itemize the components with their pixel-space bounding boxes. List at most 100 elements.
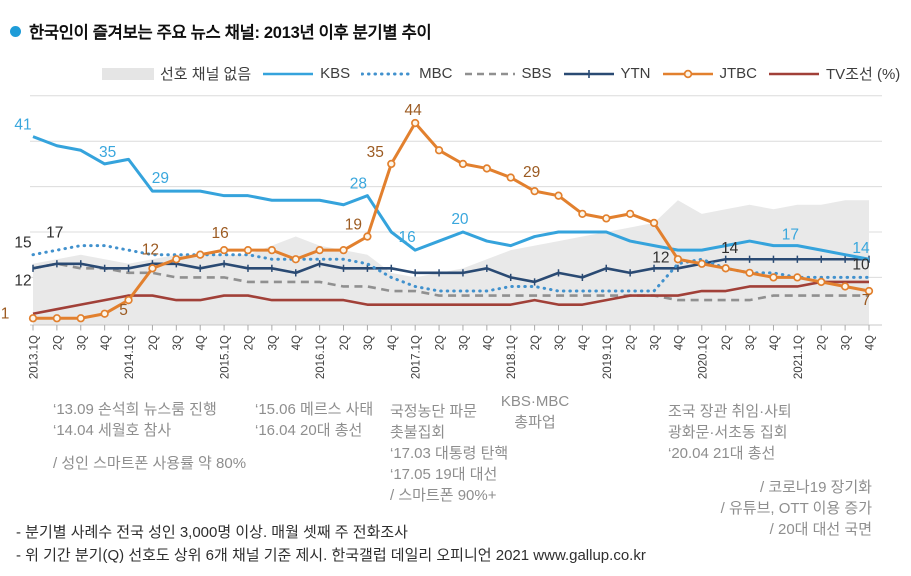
- annotation-line: / 코로나19 장기화: [760, 479, 872, 496]
- x-tick-label: 2014.1Q: [124, 335, 136, 379]
- legend-item-jtbc: JTBC: [662, 65, 758, 82]
- jtbc-circle-marker: [124, 295, 133, 305]
- point-label-mbc-10: 10: [852, 256, 870, 273]
- jtbc-circle-marker: [530, 186, 539, 196]
- annotation-block-1: ‘13.09 손석희 뉴스룸 진행 ‘14.04 세월호 참사: [53, 399, 217, 441]
- x-tick-label: 3Q: [363, 335, 375, 350]
- page-title: 한국인이 즐겨보는 주요 뉴스 채널: 2013년 이후 분기별 추이: [29, 24, 432, 42]
- jtbc-circle-marker: [840, 282, 850, 291]
- point-label-kbs-41: 41: [14, 117, 31, 134]
- x-tick-label: 3Q: [841, 335, 853, 350]
- annotation-block-2: / 성인 스마트폰 사용률 약 80%: [53, 453, 246, 474]
- jtbc-circle-marker: [148, 264, 157, 273]
- x-tick-label: 3Q: [267, 335, 279, 350]
- point-label-ytn-14: 14: [721, 240, 739, 257]
- series-line-ytn: [32, 257, 870, 284]
- x-tick-label: 2Q: [339, 335, 351, 350]
- jtbc-circle-marker: [315, 246, 324, 255]
- legend-swatch-kbs: [263, 72, 314, 75]
- x-tick-label: 2013.1Q: [29, 335, 41, 379]
- legend-swatch-jtbc: [662, 69, 713, 78]
- x-tick-label: 2Q: [148, 335, 160, 350]
- jtbc-circle-marker: [219, 246, 229, 255]
- chart-legend: 선호 채널 없음 KBS MBC SBS YTN JTBC TV조선 (%): [102, 63, 900, 84]
- legend-label-jtbc: JTBC: [719, 65, 758, 82]
- point-label-jtbc-1: 1: [1, 305, 10, 322]
- x-tick-label: 4Q: [673, 335, 685, 350]
- legend-label-kbs: KBS: [320, 65, 351, 82]
- footnote-line-1: - 분기별 사례수 전국 성인 3,000명 이상. 매월 셋째 주 전화조사: [16, 524, 408, 541]
- legend-swatch-tvchosun: [769, 72, 820, 75]
- point-label-mbc-15: 15: [14, 235, 31, 252]
- jtbc-circle-marker: [434, 146, 444, 155]
- jtbc-circle-marker: [554, 191, 563, 200]
- point-label-kbs-16: 16: [399, 229, 416, 246]
- annotation-line: ‘17.05 19대 대선: [390, 466, 498, 483]
- series-line-kbs: [32, 135, 870, 261]
- annotation-line: ‘14.04 세월호 참사: [53, 422, 172, 439]
- jtbc-circle-marker: [721, 264, 730, 273]
- annotation-line: 광화문·서초동 집회: [668, 424, 788, 441]
- x-tick-label: 2Q: [721, 335, 733, 350]
- x-tick-label: 3Q: [745, 335, 757, 350]
- jtbc-circle-marker: [387, 159, 396, 169]
- jtbc-circle-marker: [172, 255, 181, 264]
- annotation-line: / 유튜브, OTT 이용 증가: [720, 500, 872, 517]
- x-tick-label: 4Q: [196, 335, 208, 350]
- point-label-kbs-35: 35: [99, 144, 116, 161]
- annotation-line: / 20대 대선 국면: [769, 521, 872, 538]
- legend-swatch-ytn: [563, 69, 614, 78]
- x-tick-label: 2Q: [530, 335, 542, 350]
- jtbc-circle-marker: [28, 314, 38, 323]
- annotation-block-6: 조국 장관 취임·사퇴 광화문·서초동 집회 ‘20.04 21대 총선: [668, 401, 792, 464]
- legend-swatch-none: [102, 67, 154, 80]
- x-tick-label: 2021.1Q: [793, 335, 805, 379]
- legend-label-tvchosun: TV조선 (%): [826, 66, 901, 83]
- point-label-kbs-14: 14: [852, 240, 870, 257]
- annotation-line: ‘13.09 손석희 뉴스룸 진행: [53, 401, 217, 418]
- jtbc-circle-marker: [52, 314, 62, 323]
- point-label-jtbc-35: 35: [367, 144, 384, 161]
- jtbc-circle-marker: [769, 273, 778, 282]
- annotation-line: KBS·MBC: [500, 393, 570, 410]
- annotation-line: 총파업: [514, 414, 556, 431]
- legend-item-tvchosun: TV조선 (%): [768, 63, 900, 84]
- jtbc-circle-marker: [673, 255, 683, 264]
- jtbc-circle-marker: [100, 309, 109, 318]
- legend-item-none: 선호 채널 없음: [102, 63, 251, 84]
- point-label-jtbc-12: 12: [142, 241, 159, 258]
- x-tick-label: 3Q: [458, 335, 470, 350]
- x-tick-label: 2015.1Q: [220, 335, 232, 379]
- jtbc-circle-marker: [626, 209, 635, 218]
- x-tick-label: 2019.1Q: [602, 335, 614, 379]
- point-label-jtbc-44: 44: [405, 102, 423, 119]
- jtbc-circle-marker: [506, 173, 515, 182]
- annotation-line: ‘15.06 메르스 사태: [255, 401, 374, 418]
- series-line-tv: [32, 280, 870, 315]
- x-tick-label: 4Q: [865, 335, 877, 350]
- legend-swatch-sbs: [464, 72, 515, 75]
- annotation-line: / 스마트폰 90%+: [390, 487, 497, 504]
- x-tick-label: 4Q: [291, 335, 303, 350]
- x-tick-label: 2Q: [435, 335, 447, 350]
- jtbc-circle-marker: [267, 246, 277, 255]
- jtbc-circle-marker: [363, 232, 372, 241]
- legend-item-kbs: KBS: [262, 65, 350, 82]
- annotation-block-7: / 코로나19 장기화 / 유튜브, OTT 이용 증가 / 20대 대선 국면: [721, 477, 872, 540]
- annotation-line: / 성인 스마트폰 사용률 약 80%: [53, 455, 247, 472]
- point-label-kbs-17: 17: [782, 227, 799, 244]
- legend-item-sbs: SBS: [464, 65, 552, 82]
- jtbc-circle-marker: [745, 268, 754, 278]
- point-label-kbs-29: 29: [152, 170, 169, 187]
- point-label-kbs-28: 28: [350, 176, 367, 193]
- jtbc-circle-marker: [578, 209, 587, 218]
- jtbc-circle-marker: [76, 314, 85, 323]
- legend-label-mbc: MBC: [419, 65, 453, 82]
- annotation-line: 촛불집회: [390, 424, 446, 441]
- legend-label-sbs: SBS: [521, 65, 552, 82]
- point-label-jtbc-5: 5: [119, 302, 128, 319]
- jtbc-circle-marker: [602, 214, 611, 223]
- x-tick-label: 4Q: [100, 335, 112, 350]
